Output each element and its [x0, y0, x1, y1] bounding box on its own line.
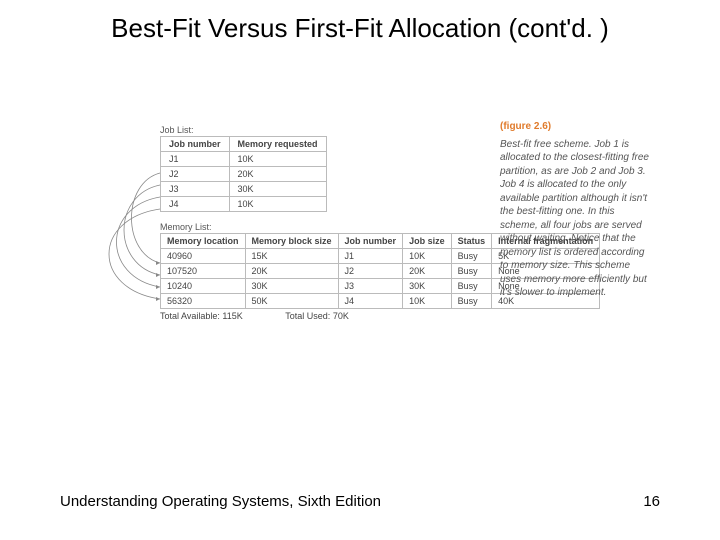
caption-text: Best-fit free scheme. Job 1 is allocated… [500, 138, 650, 300]
table-cell: 30K [403, 279, 452, 294]
page-number: 16 [643, 493, 660, 510]
table-cell: 30K [245, 279, 338, 294]
table-cell: J3 [338, 279, 403, 294]
table-cell: 56320 [161, 294, 246, 309]
table-cell: 10K [229, 152, 326, 167]
figure-caption: (figure 2.6) Best-fit free scheme. Job 1… [500, 120, 650, 300]
table-cell: J3 [161, 182, 230, 197]
table-cell: 30K [229, 182, 326, 197]
table-cell: 107520 [161, 264, 246, 279]
table-cell: J4 [161, 197, 230, 212]
total-used-value: 70K [333, 311, 349, 321]
totals-row: Total Available: 115K Total Used: 70K [160, 311, 650, 321]
figure-number: (figure 2.6) [500, 120, 650, 134]
table-cell: 20K [403, 264, 452, 279]
table-cell: 10K [403, 249, 452, 264]
footer-text: Understanding Operating Systems, Sixth E… [60, 493, 381, 510]
table-cell: Busy [451, 279, 492, 294]
table-cell: Busy [451, 294, 492, 309]
total-available-value: 115K [222, 311, 242, 321]
table-cell: 15K [245, 249, 338, 264]
table-row: J410K [161, 197, 327, 212]
table-row: J110K [161, 152, 327, 167]
table-row: J330K [161, 182, 327, 197]
job-list-table: Job numberMemory requested J110KJ220KJ33… [160, 136, 327, 212]
table-cell: 10240 [161, 279, 246, 294]
table-cell: J4 [338, 294, 403, 309]
table-cell: 10K [229, 197, 326, 212]
table-cell: 20K [229, 167, 326, 182]
mem-header: Status [451, 234, 492, 249]
table-cell: 40960 [161, 249, 246, 264]
table-cell: 10K [403, 294, 452, 309]
job-header: Job number [161, 137, 230, 152]
table-row: J220K [161, 167, 327, 182]
table-cell: J2 [338, 264, 403, 279]
table-cell: J1 [161, 152, 230, 167]
slide-title: Best-Fit Versus First-Fit Allocation (co… [0, 0, 720, 46]
table-cell: Busy [451, 264, 492, 279]
job-header: Memory requested [229, 137, 326, 152]
table-cell: J1 [338, 249, 403, 264]
table-cell: J2 [161, 167, 230, 182]
table-cell: 50K [245, 294, 338, 309]
mem-header: Job number [338, 234, 403, 249]
mem-header: Memory location [161, 234, 246, 249]
mem-header: Memory block size [245, 234, 338, 249]
table-cell: 20K [245, 264, 338, 279]
mem-header: Job size [403, 234, 452, 249]
table-cell: Busy [451, 249, 492, 264]
total-available-label: Total Available: [160, 311, 220, 321]
total-used-label: Total Used: [285, 311, 330, 321]
